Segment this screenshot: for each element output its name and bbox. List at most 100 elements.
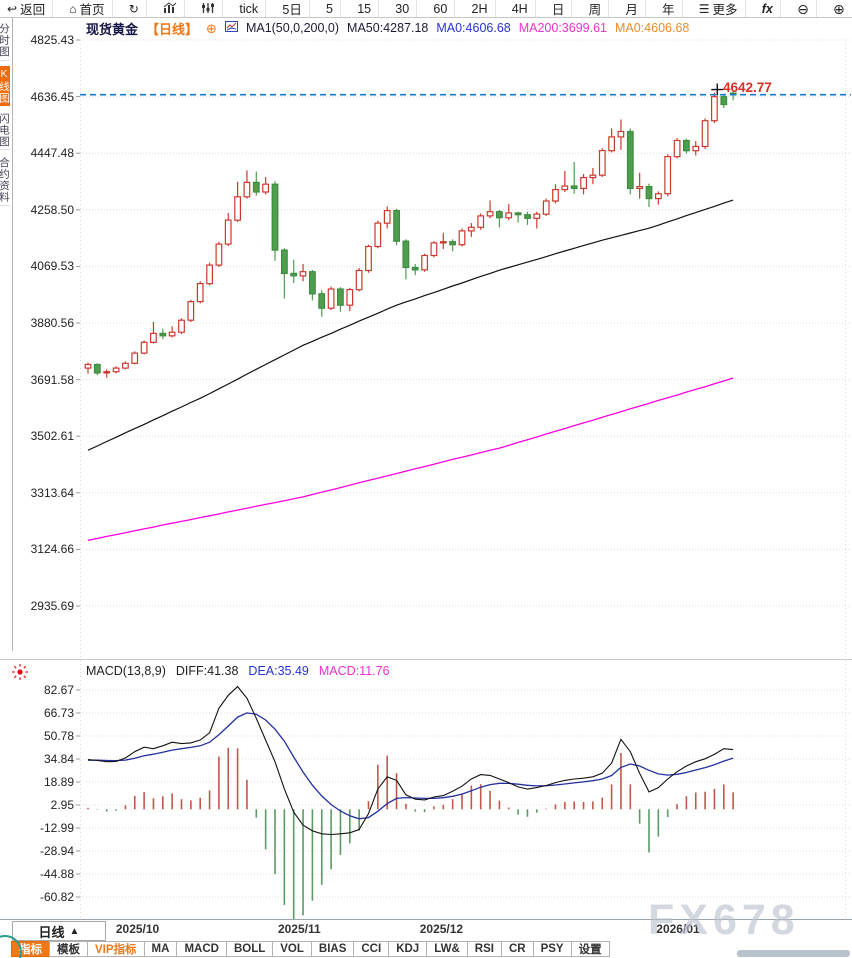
toolbar-item-home[interactable]: ⌂ 首页 [62,0,113,17]
x-axis-label: 2025/11 [277,922,321,936]
x-axis-label: 2025/10 [115,922,160,936]
toolbar-item-label: 首页 [79,3,105,17]
tab-cci[interactable]: CCI [353,941,390,957]
chart-header: 现货黄金 【日线】 ⊕ MA1(50,0,200,0) MA50:4287.18… [86,20,690,37]
toolbar-item-timeframe-60m[interactable]: 60 [426,0,456,17]
tab-macd[interactable]: MACD [176,941,227,957]
macd-y-tick: 66.73 [43,705,74,720]
toolbar-item-zoom-in[interactable]: ⊕ [826,0,852,17]
toolbar-item-timeframe-year[interactable]: 年 [655,0,683,17]
sidebar-item-lightning-chart[interactable]: 闪电图 [0,111,10,150]
macd-title: MACD(13,8,9) [86,664,166,678]
toolbar-item-label: 15 [357,1,372,16]
top-toolbar: ↩ 返回 ⌂ 首页 ↻ tick 5日 5 15 30 60 2H 4H 日 周 月 年 ☰ 更多 fx ⊖ ⊕ [0,0,852,18]
tab-boll[interactable]: BOLL [225,941,274,957]
tab-bias[interactable]: BIAS [310,941,355,957]
period-selector[interactable]: 日线 ▲ [12,921,106,941]
toolbar-item-zoom-out[interactable]: ⊖ [790,0,817,17]
period-selector-label: 日线 [38,924,65,940]
toolbar-item-label: 5 [326,1,333,16]
tab-ma[interactable]: MA [143,941,178,957]
toolbar-item-refresh[interactable]: ↻ [122,0,147,17]
macd-dea-value: DEA:35.49 [248,664,309,678]
toolbar-item-label: 更多 [712,3,738,17]
sidebar-item-kline-chart[interactable]: K线图 [0,65,10,106]
main-y-tick: 4636.45 [30,89,74,104]
x-axis-label: 2026/01 [656,922,700,936]
toolbar-item-label: 返回 [20,3,46,17]
toolbar-item-timeframe-15m[interactable]: 15 [350,0,380,17]
expand-circle-plus-icon[interactable]: ⊕ [206,20,217,36]
macd-y-tick: 34.84 [43,752,74,766]
toolbar-item-label: 日 [551,3,565,17]
ma0-blue-value: MA0:4606.68 [436,21,511,35]
toolbar-item-back[interactable]: ↩ 返回 [0,0,54,17]
main-y-tick: 4258.50 [30,202,74,217]
toolbar-item-label: 4H [511,1,528,16]
main-y-tick: 4825.43 [30,33,74,47]
indicator-live-icon[interactable] [11,663,29,686]
toolbar-item-label: fx [761,1,773,16]
home-icon: ⌂ [69,1,77,16]
macd-y-tick: -44.88 [39,867,74,881]
toolbar-item-timeframe-week[interactable]: 周 [582,0,610,17]
sidebar-item-contract-info[interactable]: 合约资料 [0,155,10,206]
macd-y-tick: -12.99 [39,821,74,835]
tab-kdj[interactable]: KDJ [388,941,428,957]
refresh-icon: ↻ [128,1,139,16]
macd-y-tick: 2.95 [50,798,74,812]
toolbar-item-label: 月 [625,3,638,17]
ma0-orange-value: MA0:4606.68 [614,21,690,35]
mini-chart-icon[interactable] [224,21,238,35]
toolbar-item-timeframe-30m[interactable]: 30 [388,0,418,17]
zoom-in-icon: ⊕ [833,0,845,17]
toolbar-item-timeframe-2h[interactable]: 2H [465,0,496,17]
toolbar-item-timeframe-5d[interactable]: 5日 [275,0,310,17]
toolbar-item-timeframe-day[interactable]: 日 [545,0,573,17]
macd-y-tick: -60.82 [39,890,74,904]
horizontal-scrollbar-thumb[interactable] [737,950,850,957]
toolbar-item-label: 2H [471,1,488,16]
toolbar-item-timeframe-5m[interactable]: 5 [319,0,341,17]
x-axis-row: 日线 ▲ [0,919,852,941]
toolbar-item-fx-functions[interactable]: fx [755,0,781,17]
main-y-tick: 3313.64 [30,485,74,500]
sidebar-item-timeshare-chart[interactable]: 分时图 [0,21,10,61]
indicator-tabs: 指标 模板 VIP指标 MA MACD BOLL VOL BIAS CCI KDJ LW& RSI CR… [11,941,610,957]
macd-y-tick: 82.67 [43,683,74,697]
ma200-value: MA200:3699.61 [518,21,607,35]
toolbar-item-more[interactable]: ☰ 更多 [692,0,746,17]
tab-cr[interactable]: CR [500,941,534,957]
triangle-up-icon: ▲ [69,925,80,937]
tab-rsi[interactable]: RSI [466,941,502,957]
toolbar-item-label: tick [239,1,259,16]
toolbar-item-timeframe-4h[interactable]: 4H [505,0,536,17]
tab-settings[interactable]: 设置 [570,941,610,957]
left-sidebar: 分时图 K线图闪电图合约资料 [0,18,13,651]
main-y-tick: 4447.48 [30,146,74,161]
tab-vol[interactable]: VOL [272,941,312,957]
ma-settings-label: MA1(50,0,200,0) [245,21,340,35]
ma50-value: MA50:4287.18 [347,21,429,35]
toolbar-item-label: 年 [662,3,675,17]
main-y-tick: 3502.61 [30,429,74,444]
toolbar-item-tick-mode[interactable]: tick [232,0,267,17]
tab-template[interactable]: 模板 [49,941,88,957]
toolbar-item-label: 周 [588,3,602,17]
back-icon: ↩ [7,1,18,16]
last-price-label: 4642.77 [723,80,772,95]
tab-lw[interactable]: LW& [426,941,468,957]
symbol-name: 现货黄金 [86,21,139,37]
x-axis-label: 2025/12 [419,922,464,936]
toolbar-item-kline-settings[interactable] [194,0,224,17]
main-y-tick: 3124.66 [30,542,74,557]
main-y-tick: 3880.56 [30,316,74,330]
toolbar-item-label: 5日 [282,3,302,17]
zoom-out-icon: ⊖ [797,0,809,17]
tab-psy[interactable]: PSY [532,941,572,957]
tab-vip-indicator[interactable]: VIP指标 [87,941,145,957]
toolbar-item-label: 30 [395,1,410,16]
toolbar-item-bar-chart[interactable] [156,0,186,17]
toolbar-item-timeframe-month[interactable]: 月 [618,0,646,17]
